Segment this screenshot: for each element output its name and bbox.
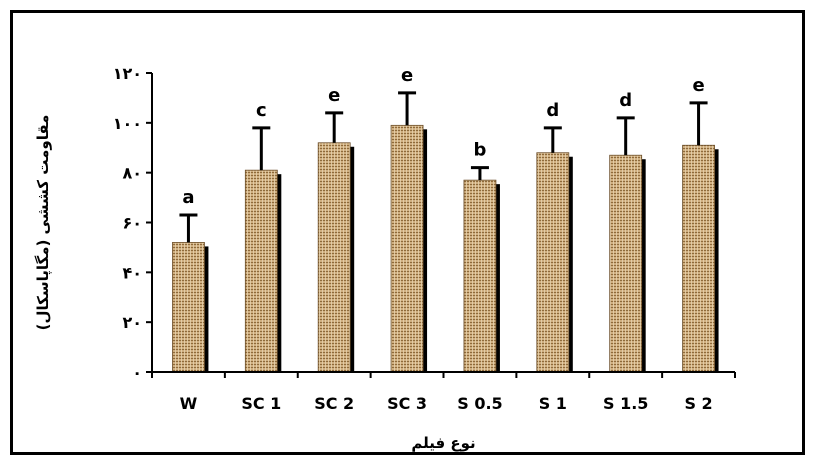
y-tick-label: ۶۰ (122, 214, 142, 233)
y-tick-label: ۲۰ (122, 313, 142, 332)
bar (682, 144, 715, 373)
data-label: b (473, 140, 486, 161)
bar (244, 169, 278, 373)
y-tick-label: ۸۰ (122, 164, 142, 183)
data-label: d (619, 90, 632, 111)
bar (463, 179, 497, 373)
y-tick-label: ۱۰۰ (113, 114, 142, 133)
y-tick-label: ۰ (132, 363, 142, 382)
bar (536, 152, 570, 373)
x-tick-label: S 1 (539, 394, 567, 413)
x-tick-label: S 2 (684, 394, 712, 413)
data-label: d (546, 100, 559, 121)
data-label: e (328, 85, 340, 106)
bar (609, 154, 643, 373)
data-label: a (182, 187, 194, 208)
y-tick-label: ۴۰ (122, 263, 142, 282)
data-label: c (256, 100, 267, 121)
bar (172, 242, 205, 373)
x-tick-label: S 0.5 (457, 394, 502, 413)
x-tick-label: S 1.5 (603, 394, 648, 413)
x-tick-label: SC 2 (314, 394, 354, 413)
data-label: e (401, 65, 413, 86)
y-tick-label: ۱۲۰ (113, 64, 142, 83)
bar (317, 142, 351, 373)
x-tick-label: SC 1 (241, 394, 281, 413)
x-axis-label: نوع فیلم (411, 434, 475, 452)
data-label: e (692, 75, 704, 96)
axes-group: ۰ ۲۰ ۴۰ ۶۰ ۸۰ ۱۰۰ ۱۲۰ (113, 64, 736, 382)
bar (390, 124, 424, 373)
y-axis-label: مقاومت کششی (مگاپاسکال) (34, 115, 53, 331)
x-tick-label: SC 3 (387, 394, 427, 413)
x-tick-label: W (180, 394, 198, 413)
bars-group: a Wc SC 1 e SC 2 e SC 3 b S 0.5 d S 1 d S 1.5 e S 2 (172, 65, 719, 413)
